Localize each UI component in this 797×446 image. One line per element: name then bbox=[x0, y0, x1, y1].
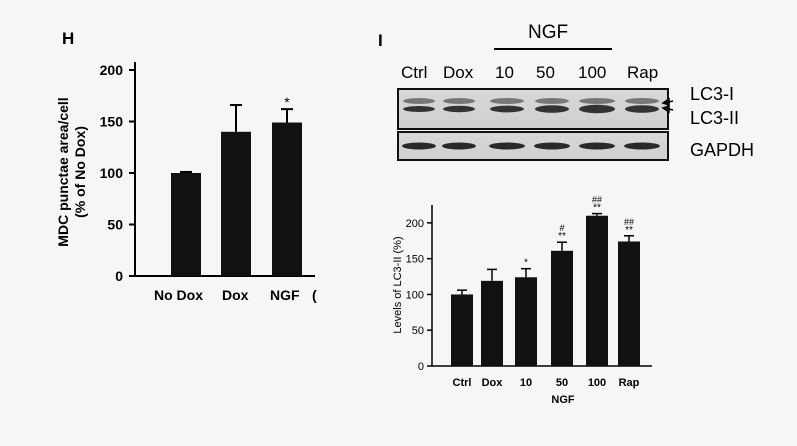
bar bbox=[451, 294, 473, 366]
significance-hash: # bbox=[559, 223, 564, 233]
y-axis-label: Levels of LC3-II (%) bbox=[392, 236, 404, 333]
y-axis-title: MDC punctae area/cell (% of No Dox) bbox=[55, 97, 88, 246]
x-tick-label: Rap bbox=[619, 377, 640, 389]
x-tick-label: 50 bbox=[556, 377, 568, 389]
lane-label-dox: Dox bbox=[443, 63, 474, 82]
x-tick-label: Dox bbox=[222, 287, 249, 303]
blot-image bbox=[397, 88, 674, 161]
bar bbox=[481, 280, 503, 366]
y-tick-label: 100 bbox=[406, 289, 424, 301]
significance-star: ** bbox=[625, 225, 633, 236]
x-tick-label: 10 bbox=[520, 377, 532, 389]
bar bbox=[586, 215, 608, 366]
y-tick-label: 200 bbox=[100, 62, 124, 78]
lane-label-10: 10 bbox=[495, 63, 514, 82]
x-axis-label: NGF bbox=[551, 394, 575, 406]
x-tick-label: 100 bbox=[588, 377, 606, 389]
band-label-lc3-i: LC3-I bbox=[690, 84, 735, 104]
bar bbox=[515, 277, 537, 366]
y-tick-label: 150 bbox=[406, 254, 424, 266]
bar bbox=[551, 250, 573, 366]
y-tick-label: 0 bbox=[115, 268, 123, 284]
y-axis-label-units: (% of No Dox) bbox=[72, 126, 88, 218]
bar bbox=[618, 241, 640, 366]
lane-label-ctrl: Ctrl bbox=[401, 63, 428, 82]
significance-marker: * bbox=[284, 94, 290, 110]
y-axis-label: MDC punctae area/cell bbox=[55, 97, 71, 246]
lane-label-rap: Rap bbox=[627, 63, 659, 82]
bar bbox=[221, 131, 251, 276]
bar bbox=[171, 173, 201, 276]
x-tick-label: Ctrl bbox=[453, 377, 472, 389]
y-tick-label: 50 bbox=[107, 217, 123, 233]
significance-star: * bbox=[524, 258, 528, 269]
y-tick-label: 200 bbox=[406, 218, 424, 230]
y-tick-label: 100 bbox=[100, 165, 124, 181]
x-tick-label: NGF bbox=[270, 287, 300, 303]
band-label-lc3-ii: LC3-II bbox=[690, 108, 740, 128]
bar bbox=[272, 122, 302, 276]
y-tick-label: 150 bbox=[100, 114, 124, 130]
band-label-gapdh: GAPDH bbox=[690, 140, 755, 160]
significance-hash: ## bbox=[592, 195, 602, 205]
significance-hash: ## bbox=[624, 217, 634, 227]
y-axis-title: Levels of LC3-II (%) bbox=[392, 236, 404, 333]
x-tick-label: Dox bbox=[482, 377, 504, 389]
significance-star: ** bbox=[593, 203, 601, 214]
panel-letter-h: H bbox=[62, 29, 75, 48]
y-tick-label: 0 bbox=[418, 361, 424, 373]
x-tick-label: No Dox bbox=[154, 287, 203, 303]
panel-letter-i: I bbox=[378, 31, 383, 50]
ngf-group-label: NGF bbox=[528, 22, 569, 43]
ngf-group-line bbox=[494, 48, 612, 50]
lane-label-50: 50 bbox=[536, 63, 555, 82]
y-tick-label: 50 bbox=[412, 325, 424, 337]
significance-star: ** bbox=[558, 231, 566, 242]
lane-label-100: 100 bbox=[578, 63, 607, 82]
x-tick-label-cut: ( bbox=[312, 287, 317, 303]
